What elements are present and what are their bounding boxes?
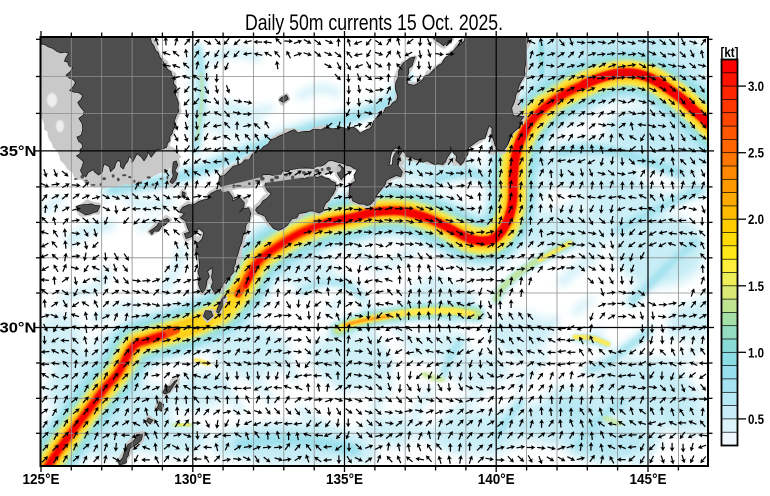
svg-text:125°E: 125°E xyxy=(23,471,60,488)
svg-text:2.0: 2.0 xyxy=(748,211,764,227)
svg-text:35°N: 35°N xyxy=(0,143,37,160)
svg-text:145°E: 145°E xyxy=(630,471,667,488)
svg-text:130°E: 130°E xyxy=(174,471,211,488)
svg-text:0.5: 0.5 xyxy=(748,411,764,427)
svg-text:Daily 50m currents 15 Oct. 202: Daily 50m currents 15 Oct. 2025. xyxy=(245,10,503,35)
svg-text:1.5: 1.5 xyxy=(748,278,764,294)
svg-text:1.0: 1.0 xyxy=(748,344,764,360)
svg-text:30°N: 30°N xyxy=(0,320,37,337)
svg-text:135°E: 135°E xyxy=(326,471,363,488)
svg-text:140°E: 140°E xyxy=(478,471,515,488)
svg-text:[kt]: [kt] xyxy=(721,44,739,60)
svg-text:3.0: 3.0 xyxy=(748,78,764,94)
svg-text:2.5: 2.5 xyxy=(748,145,764,161)
